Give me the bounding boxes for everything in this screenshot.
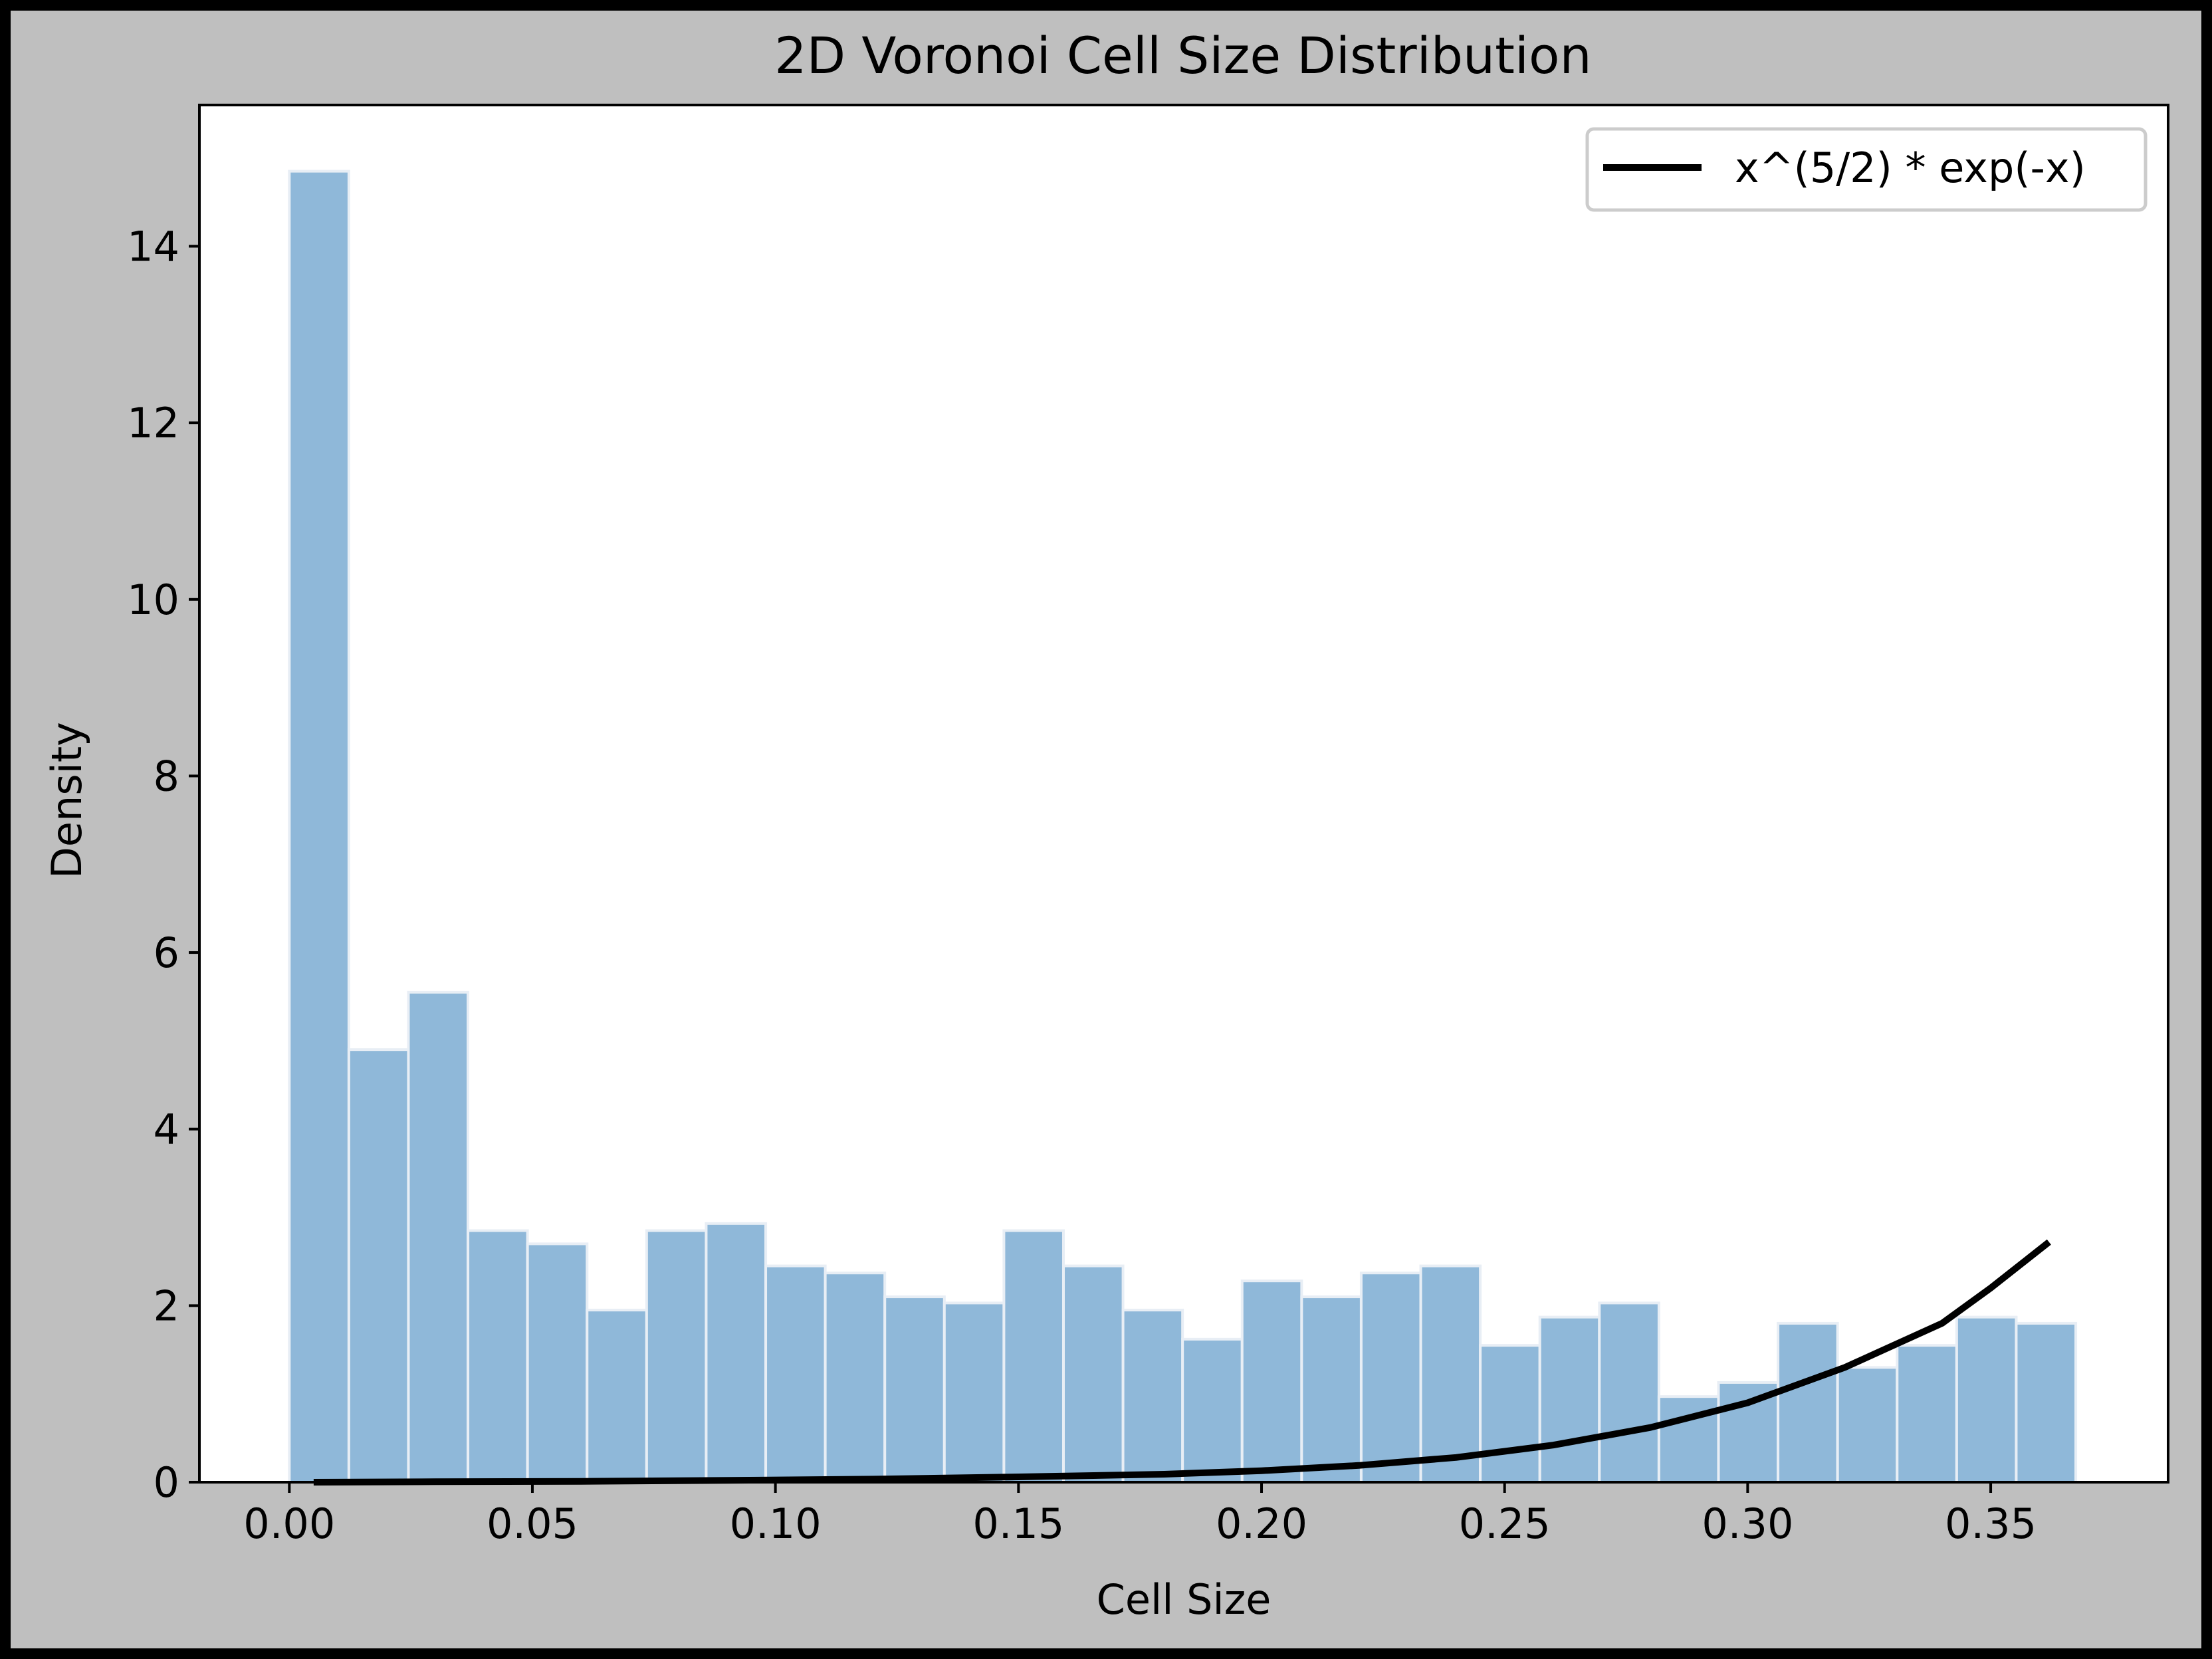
x-tick-label: 0.30	[1702, 1499, 1793, 1548]
histogram-bar	[1121, 1309, 1184, 1484]
histogram-bar	[883, 1295, 946, 1484]
histogram-bar	[1836, 1366, 1899, 1484]
legend: x^(5/2) * exp(-x)	[1585, 127, 2148, 212]
y-tick-label: 2	[154, 1281, 179, 1330]
histogram-bar	[1419, 1264, 1482, 1484]
histogram-bar	[1061, 1264, 1125, 1484]
y-tick-label: 6	[154, 929, 179, 977]
series-line-curve	[313, 1239, 2051, 1486]
histogram-bar	[586, 1309, 648, 1484]
histogram-bar	[1300, 1295, 1363, 1484]
histogram-bar	[1181, 1337, 1244, 1484]
histogram-bar	[2015, 1321, 2078, 1484]
histogram-bar	[824, 1272, 887, 1484]
legend-label: x^(5/2) * exp(-x)	[1735, 144, 2086, 192]
y-tick-label: 8	[154, 752, 179, 800]
histogram-bar	[1955, 1315, 2018, 1484]
x-tick-label: 0.25	[1459, 1499, 1551, 1548]
histogram-bar	[347, 1048, 410, 1484]
histogram-bar	[1359, 1272, 1422, 1484]
y-axis-ticks: 0 2 4 6 8 10 12 14	[127, 223, 199, 1507]
plot-frame	[198, 104, 2169, 1484]
y-tick-label: 0	[154, 1458, 179, 1507]
x-tick-label: 0.15	[972, 1499, 1064, 1548]
histogram-bar	[942, 1301, 1006, 1484]
histogram-bar	[764, 1264, 827, 1484]
x-tick-label: 0.00	[243, 1499, 335, 1548]
histogram-bar	[1240, 1279, 1303, 1484]
histogram-bar	[645, 1229, 708, 1484]
histogram-bar	[526, 1242, 589, 1484]
x-tick-label: 0.35	[1945, 1499, 2037, 1548]
y-axis-label: Density	[43, 722, 91, 879]
x-tick-label: 0.20	[1216, 1499, 1307, 1548]
histogram-bar	[705, 1222, 768, 1484]
x-tick-label: 0.10	[730, 1499, 822, 1548]
histogram-bar	[1598, 1301, 1660, 1484]
histogram-bar	[288, 169, 350, 1484]
histogram-bar	[1538, 1315, 1601, 1484]
y-tick-label: 12	[127, 399, 179, 447]
y-tick-label: 14	[127, 223, 179, 271]
legend-box	[1585, 127, 2148, 212]
histogram-bar	[1479, 1344, 1541, 1484]
y-tick-label: 10	[127, 576, 179, 624]
x-tick-label: 0.05	[487, 1499, 578, 1548]
chart-title: 2D Voronoi Cell Size Distribution	[774, 26, 1591, 85]
histogram-bar	[1896, 1344, 1958, 1484]
histogram-bar	[1002, 1229, 1065, 1484]
x-axis-ticks: 0.00 0.05 0.10 0.15 0.20 0.25 0.30 0.35	[243, 1482, 2037, 1548]
x-axis-label: Cell Size	[1097, 1575, 1272, 1624]
histogram-bars	[288, 169, 2078, 1484]
histogram-bar	[407, 990, 470, 1484]
y-tick-label: 4	[154, 1105, 179, 1154]
histogram-bar	[1777, 1321, 1839, 1484]
histogram-bar	[467, 1229, 529, 1484]
